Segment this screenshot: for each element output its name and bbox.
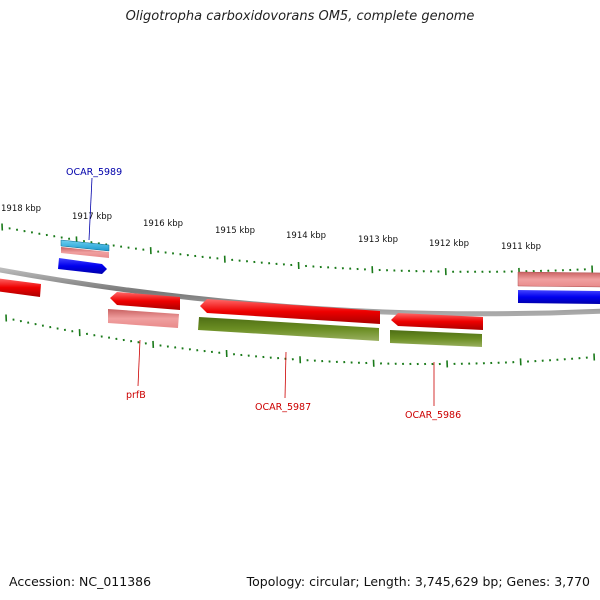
gene-ocar-5987[interactable]: [200, 299, 380, 324]
leader-prfb: [137, 339, 141, 387]
gene-ocar-5989-rna[interactable]: [60, 239, 110, 252]
leader-ocar-5987: [284, 351, 287, 399]
label-ocar-5989[interactable]: OCAR_5989: [66, 167, 122, 178]
scale-label-1915: 1915 kbp: [215, 226, 255, 236]
cds-prfb[interactable]: [108, 309, 179, 328]
cds-ocar-5989[interactable]: [61, 247, 109, 258]
scale-label-1916: 1916 kbp: [143, 219, 183, 229]
label-ocar-5987[interactable]: OCAR_5987: [255, 402, 311, 413]
scale-label-1918: 1918 kbp: [1, 204, 41, 214]
genome-stats-text: Topology: circular; Length: 3,745,629 bp…: [246, 574, 590, 589]
genome-title: Oligotropha carboxidovorans OM5, complet…: [125, 9, 475, 24]
leader-ocar-5989: [88, 177, 93, 241]
gene-ocar-5986[interactable]: [391, 313, 483, 330]
label-ocar-5986[interactable]: OCAR_5986: [405, 410, 461, 421]
scale-labels: 1918 kbp 1917 kbp 1916 kbp 1915 kbp 1914…: [1, 204, 541, 252]
gene-right-forward[interactable]: [518, 290, 600, 304]
accession-text: Accession: NC_011386: [9, 574, 152, 589]
scale-label-1914: 1914 kbp: [286, 231, 326, 241]
gene-left-reverse[interactable]: [0, 278, 41, 297]
gene-prfb[interactable]: [110, 292, 180, 310]
scale-label-1917: 1917 kbp: [72, 212, 112, 222]
gene-ocar-5989[interactable]: [58, 258, 107, 274]
reverse-strand-features: [0, 278, 483, 347]
cds-ocar-5987[interactable]: [198, 317, 379, 341]
gene-labels: OCAR_5989 prfB OCAR_5987 OCAR_5986: [66, 167, 461, 421]
inner-scale-ticks: [5, 314, 596, 368]
cds-ocar-5986[interactable]: [390, 330, 482, 347]
scale-label-1912: 1912 kbp: [429, 239, 469, 249]
scale-label-1911: 1911 kbp: [501, 242, 541, 252]
cds-right-forward[interactable]: [517, 271, 600, 288]
label-prfb[interactable]: prfB: [126, 390, 146, 401]
scale-label-1913: 1913 kbp: [358, 235, 398, 245]
forward-strand-features: [58, 239, 600, 304]
label-leaders: [88, 177, 435, 406]
